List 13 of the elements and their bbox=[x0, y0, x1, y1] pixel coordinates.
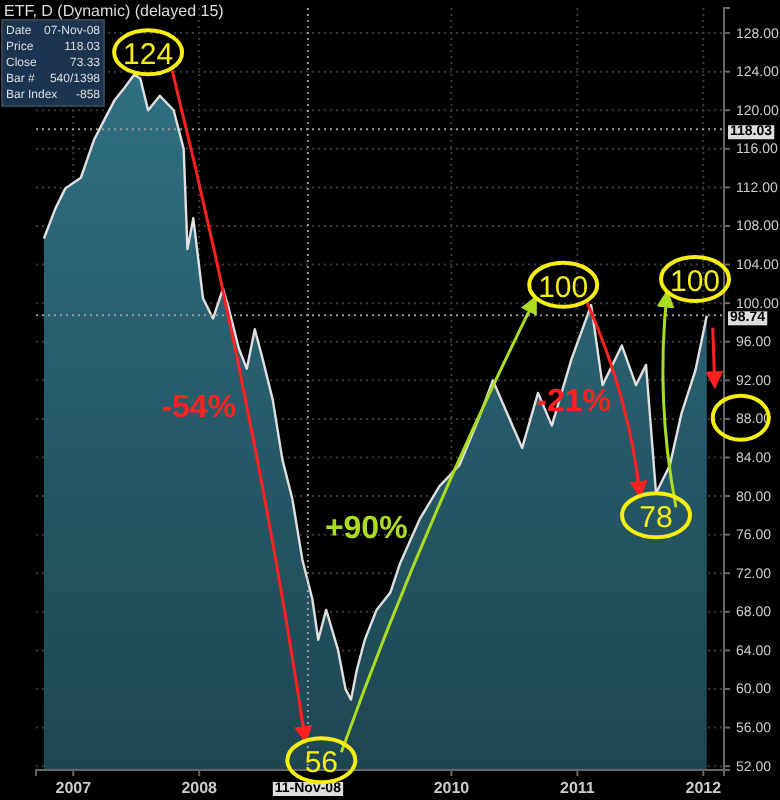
annotation: 78 bbox=[639, 501, 673, 536]
x-tick-label: 2007 bbox=[55, 779, 93, 798]
x-tick-label: 2010 bbox=[433, 779, 471, 798]
annotation: -54% bbox=[161, 391, 237, 426]
annotation: 100 bbox=[669, 265, 721, 300]
annotation: 124 bbox=[123, 38, 174, 73]
annotation: 56 bbox=[304, 746, 339, 781]
annotation: 100 bbox=[538, 270, 589, 305]
x-tick-label: 2011 bbox=[560, 779, 596, 798]
annotation: +90% bbox=[324, 511, 408, 546]
x-tick-label: 2008 bbox=[181, 779, 219, 798]
chart-title: ETF, D (Dynamic) (delayed 15) bbox=[4, 2, 225, 20]
x-tick-label: 2012 bbox=[685, 779, 723, 798]
